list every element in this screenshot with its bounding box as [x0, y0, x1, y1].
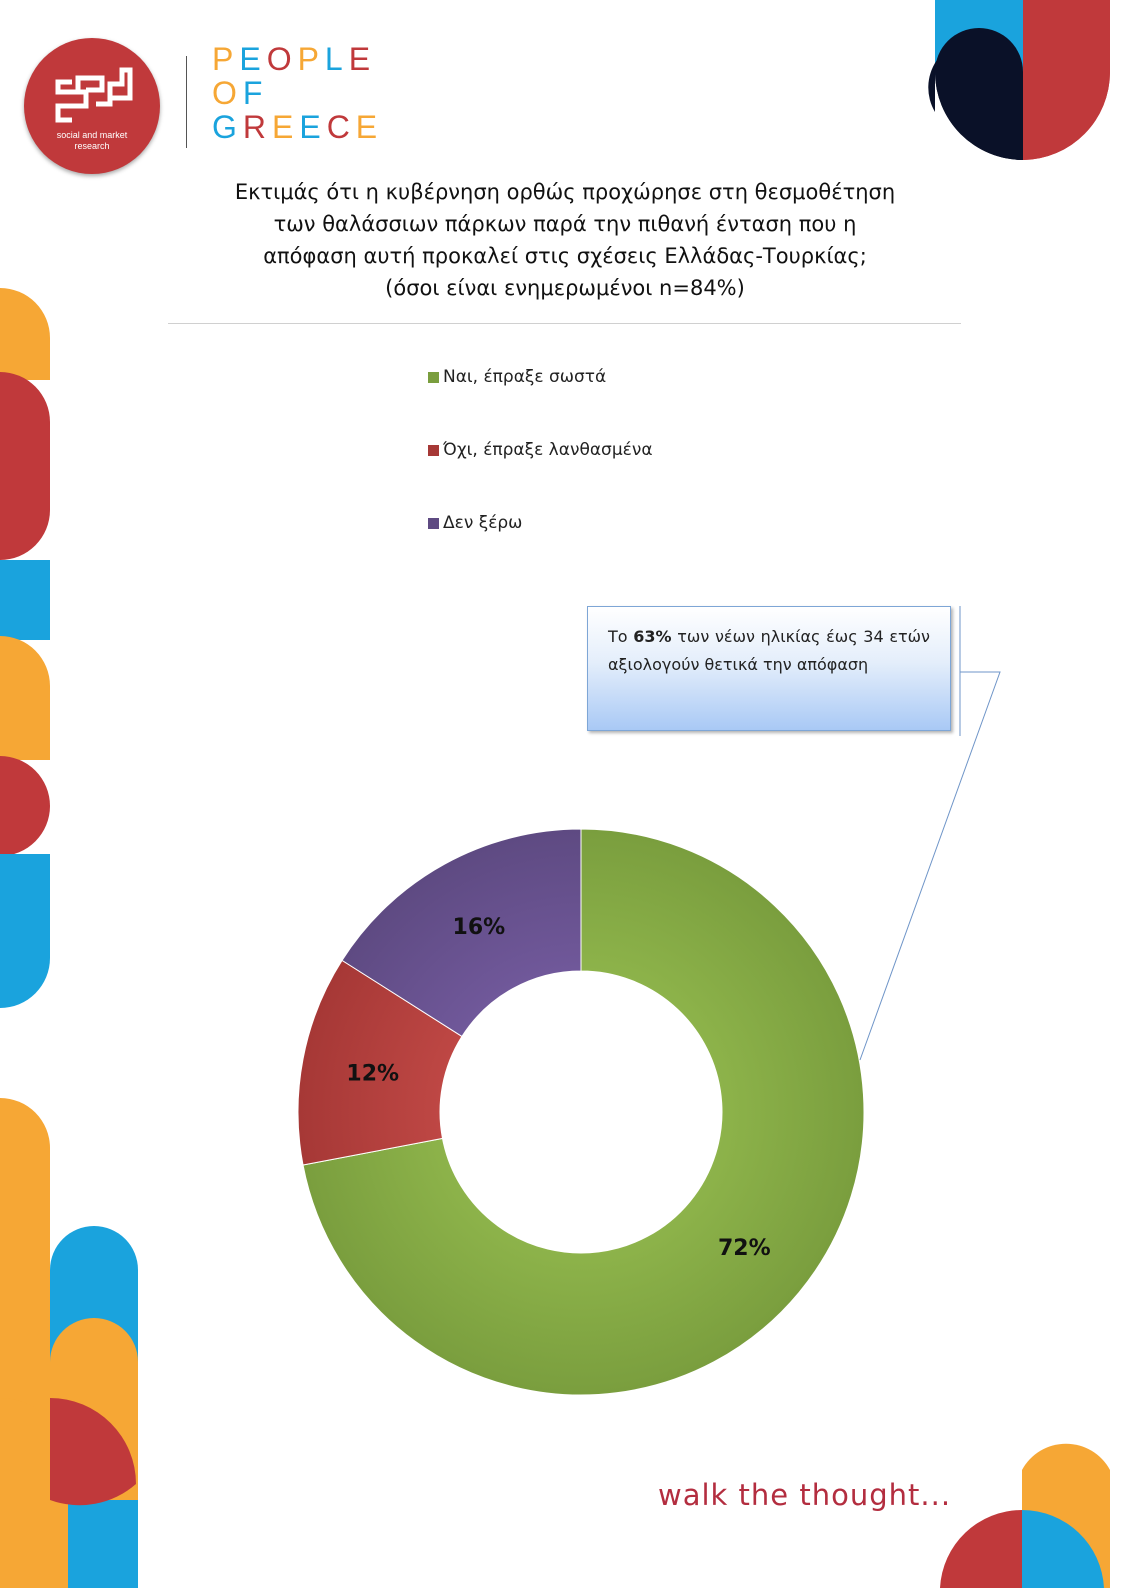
slice-value-label: 72%	[718, 1236, 771, 1261]
doughnut-slice	[341, 828, 582, 1038]
brand-letter: F	[242, 75, 269, 111]
brand-letter: E	[348, 41, 377, 77]
legend-label: Όχι, έπραξε λανθασμένα	[443, 440, 653, 460]
legend-swatch	[428, 371, 439, 383]
doughnut-slice	[297, 959, 463, 1166]
logo-divider	[186, 56, 187, 148]
legend-swatch	[428, 517, 439, 529]
legend-label: Ναι, έπραξε σωστά	[443, 367, 607, 387]
legend-swatch	[428, 444, 439, 456]
chart-title: Εκτιμάς ότι η κυβέρνηση ορθώς προχώρησε …	[180, 176, 950, 304]
callout-box: Το 63% των νέων ηλικίας έως 34 ετών αξιο…	[587, 606, 951, 731]
chart-legend: Ναι, έπραξε σωστά Όχι, έπραξε λανθασμένα Δ…	[428, 366, 653, 585]
legend-label: Δεν ξέρω	[443, 513, 523, 533]
legend-item: Ναι, έπραξε σωστά	[428, 366, 653, 388]
title-line-1: Εκτιμάς ότι η κυβέρνηση ορθώς προχώρησε …	[234, 180, 896, 204]
title-line-3: απόφαση αυτή προκαλεί στις σχέσεις Ελλάδ…	[263, 244, 867, 268]
brand-letter: C	[326, 109, 356, 145]
footer-slogan: walk the thought...	[658, 1478, 952, 1512]
brand-letter: E	[355, 109, 384, 145]
callout-highlight: 63%	[633, 627, 672, 646]
brand-letter: E	[272, 109, 300, 145]
callout-pointer	[859, 671, 1001, 1061]
brand-letter: P	[212, 41, 240, 77]
title-line-4: (όσοι είναι ενημερωμένοι n=84%)	[385, 276, 745, 300]
brand-letter: P	[297, 41, 325, 77]
callout-prefix: Το	[608, 627, 634, 646]
legend-item: Όχι, έπραξε λανθασμένα	[428, 439, 653, 461]
brand-letter: G	[212, 109, 243, 145]
title-line-2: των θαλάσσιων πάρκων παρά την πιθανή έντ…	[273, 212, 857, 236]
slice-value-label: 16%	[453, 915, 506, 940]
logo-tagline-line2: research	[74, 141, 110, 151]
sed-logo-icon	[55, 67, 133, 123]
doughnut-slice	[302, 828, 865, 1396]
brand-letter: E	[299, 109, 327, 145]
brand-letter: E	[239, 41, 267, 77]
brand-letter: O	[266, 41, 298, 77]
brand-letter: O	[212, 75, 243, 111]
brand-letter: R	[242, 109, 272, 145]
logo-tagline-line1: social and market	[56, 130, 128, 140]
callout-text: των νέων ηλικίας έως 34 ετών αξιολογούν …	[608, 627, 930, 674]
slice-value-label: 12%	[346, 1061, 399, 1086]
legend-item: Δεν ξέρω	[428, 512, 653, 534]
company-logo: social and market research	[24, 38, 160, 174]
title-divider	[168, 323, 961, 324]
logo-tagline: social and market research	[24, 130, 160, 152]
brand-letter: L	[324, 41, 349, 77]
